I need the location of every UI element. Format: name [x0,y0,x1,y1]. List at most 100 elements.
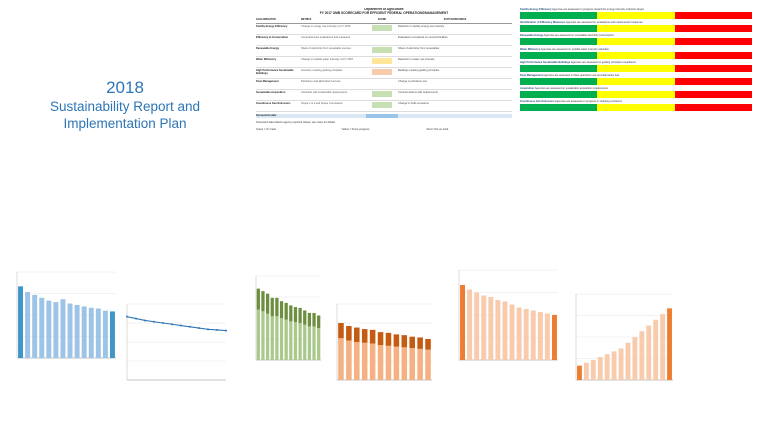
row-goal: Water Efficiency [256,58,277,62]
bar [597,357,603,380]
note-body: Agencies are assessed on progress in red… [555,100,623,104]
bar [611,351,617,380]
data-point [189,325,191,328]
bar [312,312,316,327]
legend-red: Red = Not on track [426,128,449,132]
row-metric: Change in potable water intensity vs FY … [301,58,354,62]
col-header-status: STATUS/PROGRESS [443,19,467,22]
scorecard-row: Water Efficiency Change in potable water … [256,57,512,69]
bar [265,313,270,360]
scorecard-note: Scorecard data reflects agency reported … [256,121,336,125]
bar [632,337,638,380]
note-status-swatch [520,51,598,59]
bar [289,305,293,322]
bar [265,293,270,314]
row-score-cell [366,91,398,98]
data-point [135,317,137,320]
bar [284,319,288,360]
note-lead: Renewable Energy [520,34,544,38]
bar [81,306,87,358]
note-status-swatch [674,38,752,46]
scorecard-heading: FY 2017 OMB SCORECARD FOR EFFICIENT FEDE… [319,10,449,15]
note-lead: Facility Energy Efficiency [520,8,552,11]
note-status-swatch [674,77,752,85]
bar [409,348,415,380]
note-status-swatch [520,38,598,46]
note-status-bar [520,64,752,72]
chart-4-svg [336,303,432,381]
bar [279,301,284,318]
row-score-cell [366,58,398,65]
row-goal: Renewable Energy [256,47,280,51]
bar [74,304,80,358]
note-status-swatch [597,38,675,46]
bar [303,310,307,325]
note-body: Agencies are assessed on potable water i… [540,47,610,51]
note-item: Greenhouse Gas Emissions Agencies are as… [520,100,752,112]
row-status: Evaluations completed on covered facilit… [398,36,448,40]
bar [377,332,384,346]
bar [488,297,494,360]
data-point [171,323,173,326]
bar [646,325,652,380]
bar [32,294,38,358]
note-lead: High Performance Sustainable Buildings [520,60,571,64]
bar [279,318,284,360]
chart-2 [118,290,230,390]
bar [25,292,31,358]
note-status-swatch [520,64,598,72]
scorecard-row: Greenhouse Gas Emissions Scope 1 & 2 and … [256,101,512,113]
note-status-swatch [674,25,752,33]
note-status-bar [520,12,752,19]
bar [109,311,115,358]
data-point [126,315,128,318]
note-status-swatch [674,64,752,72]
note-status-swatch [674,91,752,99]
row-status: Buildings meeting guiding principles [398,69,440,73]
bar [495,300,501,360]
row-score-fill [372,102,392,109]
note-status-swatch [674,12,752,19]
row-score-cell [366,69,398,76]
note-status-swatch [520,25,598,33]
bar [653,319,659,380]
note-lead: Acquisition [520,87,535,91]
row-goal: Efficiency & Conservation [256,36,289,40]
series-line [126,316,227,332]
bar [18,286,24,358]
col-header-score: SCORE [377,19,387,22]
report-title-line-2: Implementation Plan [63,116,187,131]
chart-2-svg [126,303,227,381]
data-point [225,329,227,332]
note-status-swatch [597,64,675,72]
bar [618,348,624,380]
row-goal: High Performance Sustainable Buildings [256,69,294,76]
row-goal: Sustainable Acquisition [256,91,286,95]
bar [417,337,423,349]
row-score-fill [372,91,392,98]
bar [377,345,384,380]
bar [307,312,312,327]
note-status-swatch [597,51,675,59]
data-point [180,324,182,327]
row-metric: Petroleum and alternative fuel use [301,80,341,84]
col-header-goal: GOAL/INDICATOR [256,19,276,22]
bar [509,304,515,360]
bar [361,342,368,380]
scorecard-total-fill [366,114,398,119]
scorecard-total-row: Scorecard totals [256,114,512,119]
scorecard-rows: Facility Energy Efficiency Change in ener… [256,24,512,113]
bar [39,297,45,358]
note-item: Fleet Management Agencies are assessed o… [520,74,752,85]
bar [401,335,408,348]
bar [481,295,487,360]
note-item: Facility Energy Efficiency Agencies are … [520,8,752,19]
scorecard-total-label: Scorecard totals [256,114,277,118]
note-status-swatch [597,12,675,19]
bar [46,300,52,358]
note-status-swatch [520,77,598,85]
row-status: Reduction in facility energy use intensi… [398,25,445,29]
bar [270,297,274,317]
note-item: Water Efficiency Agencies are assessed o… [520,48,752,59]
bar [303,324,307,360]
